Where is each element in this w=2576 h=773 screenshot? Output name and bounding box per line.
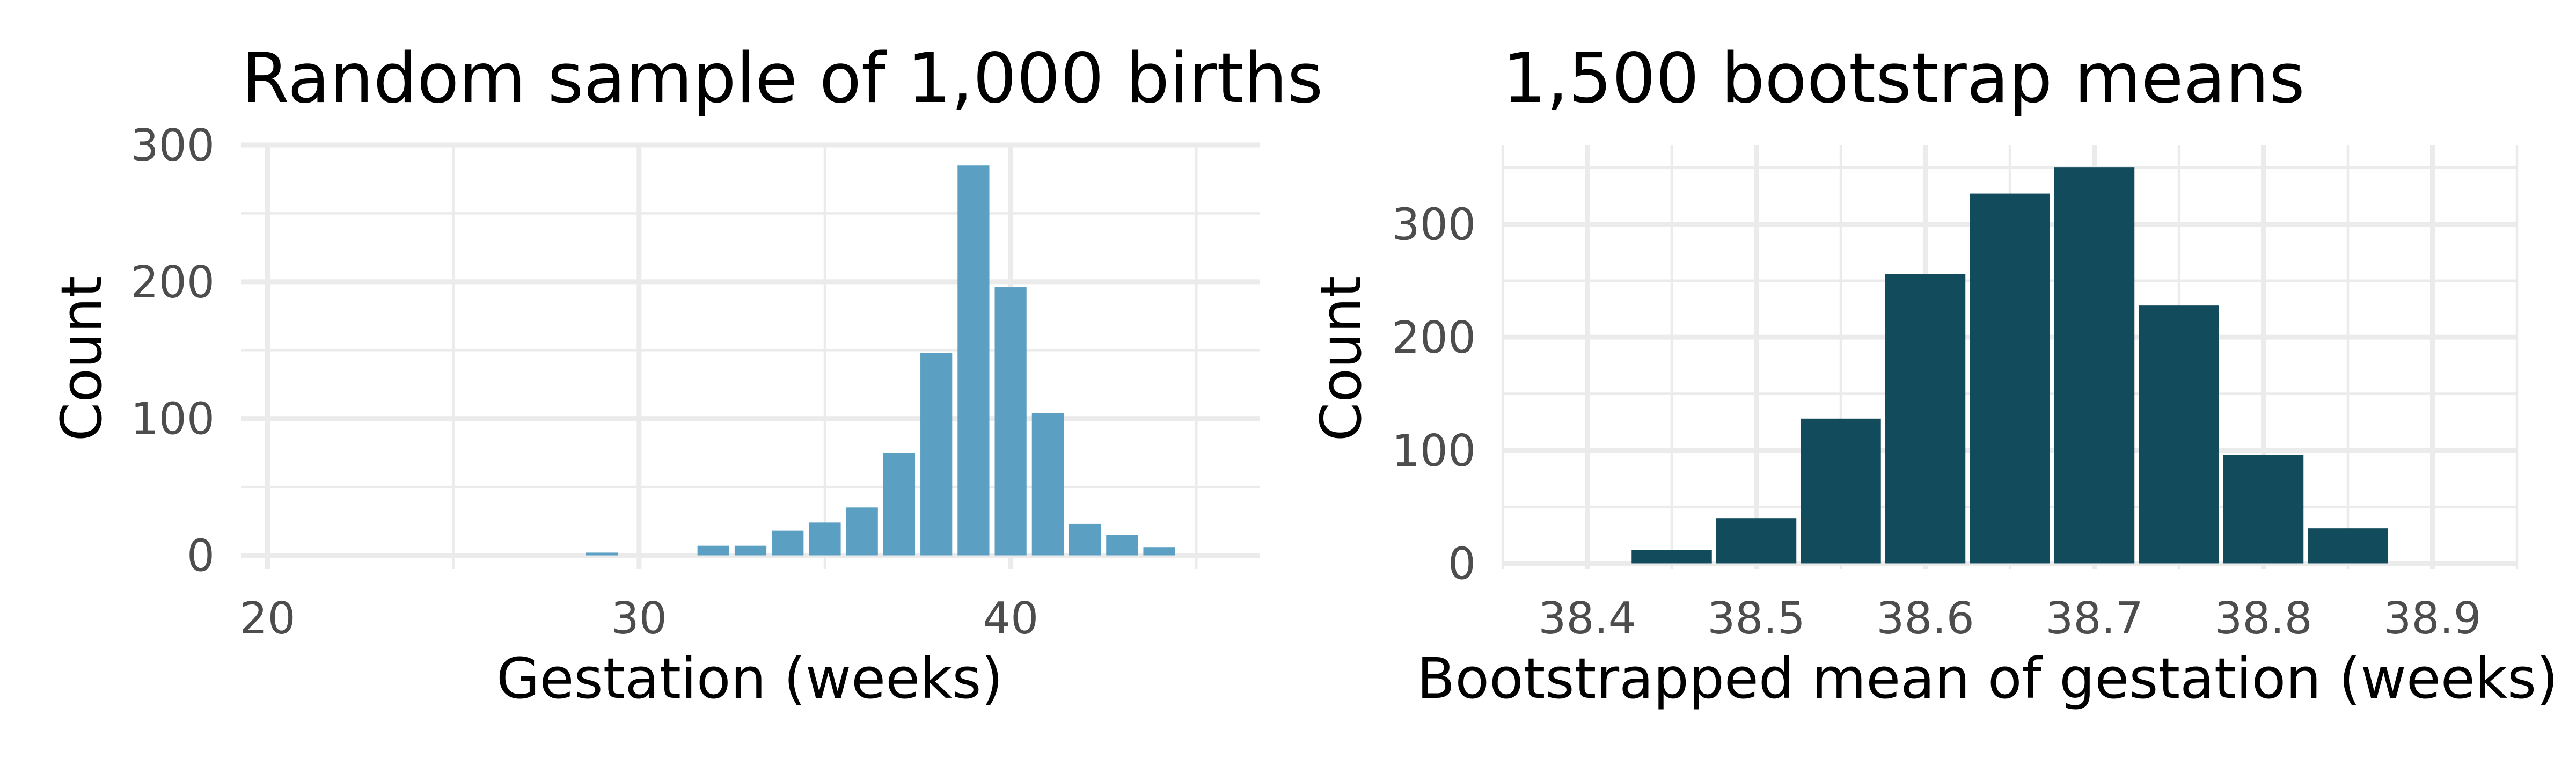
- x-ticks-bootstrap: 38.4 38.5 38.6 38.7 38.8 38.9: [1538, 593, 2482, 644]
- x-tick-label: 38.4: [1538, 593, 1636, 644]
- histogram-bar: [920, 353, 953, 556]
- histogram-bar: [586, 552, 618, 556]
- y-tick-label: 300: [130, 120, 215, 171]
- histogram-bar: [1143, 547, 1175, 556]
- histogram-bar: [2054, 167, 2135, 564]
- histogram-bar: [697, 545, 729, 556]
- y-tick-label: 300: [1392, 199, 1476, 250]
- y-tick-label: 100: [130, 394, 215, 445]
- x-tick-label: 30: [611, 593, 667, 644]
- y-ticks-bootstrap: 0 100 200 300: [1392, 199, 1476, 589]
- histogram-bar: [846, 507, 878, 556]
- x-tick-label: 38.7: [2045, 593, 2143, 644]
- histogram-bar: [1885, 274, 1966, 564]
- histogram-bar: [1031, 413, 1064, 556]
- y-axis-label-bootstrap: Count: [1308, 276, 1374, 442]
- x-tick-label: 40: [983, 593, 1038, 644]
- bars-bootstrap: [1631, 167, 2388, 564]
- histogram-bar: [772, 530, 804, 556]
- histogram-bar: [734, 545, 767, 556]
- histogram-panel-births: 20 30 40 0 100 200 300 Random sample of 1,000…: [49, 39, 1323, 711]
- x-tick-label: 38.6: [1876, 593, 1974, 644]
- histogram-bar: [994, 287, 1027, 556]
- y-axis-label-births: Count: [49, 276, 114, 442]
- histogram-bar: [1631, 550, 1712, 564]
- histogram-bar: [1970, 193, 2050, 564]
- histogram-bar: [1069, 523, 1101, 556]
- y-ticks-births: 0 100 200 300: [130, 120, 215, 582]
- x-axis-label-bootstrap: Bootstrapped mean of gestation (weeks): [1417, 646, 2558, 711]
- y-tick-label: 200: [130, 257, 215, 308]
- histogram-panel-bootstrap: 38.4 38.5 38.6 38.7 38.8 38.9 0 100 200 300 1,50…: [1308, 39, 2558, 711]
- histogram-bar: [957, 165, 990, 556]
- x-tick-label: 38.9: [2383, 593, 2482, 644]
- grid-births: [241, 142, 1260, 569]
- x-tick-label: 38.5: [1707, 593, 1805, 644]
- x-tick-label: 20: [239, 593, 295, 644]
- x-ticks-births: 20 30 40: [239, 593, 1038, 644]
- chart-title-births: Random sample of 1,000 births: [241, 39, 1323, 119]
- histogram-bar: [2139, 305, 2219, 564]
- histogram-bar: [1801, 418, 1881, 564]
- histogram-bar: [2223, 455, 2304, 564]
- y-tick-label: 0: [1448, 538, 1476, 589]
- y-tick-label: 100: [1392, 426, 1476, 477]
- histogram-bar: [809, 522, 841, 556]
- x-tick-label: 38.8: [2214, 593, 2312, 644]
- x-axis-label-births: Gestation (weeks): [496, 646, 1003, 711]
- histogram-bar: [2308, 528, 2388, 564]
- y-tick-label: 0: [187, 531, 215, 582]
- chart-title-bootstrap: 1,500 bootstrap means: [1503, 39, 2305, 119]
- y-tick-label: 200: [1392, 312, 1476, 363]
- histogram-bar: [883, 453, 916, 556]
- histogram-bar: [1106, 535, 1138, 556]
- bars-births: [586, 165, 1175, 556]
- histogram-bar: [1716, 518, 1797, 564]
